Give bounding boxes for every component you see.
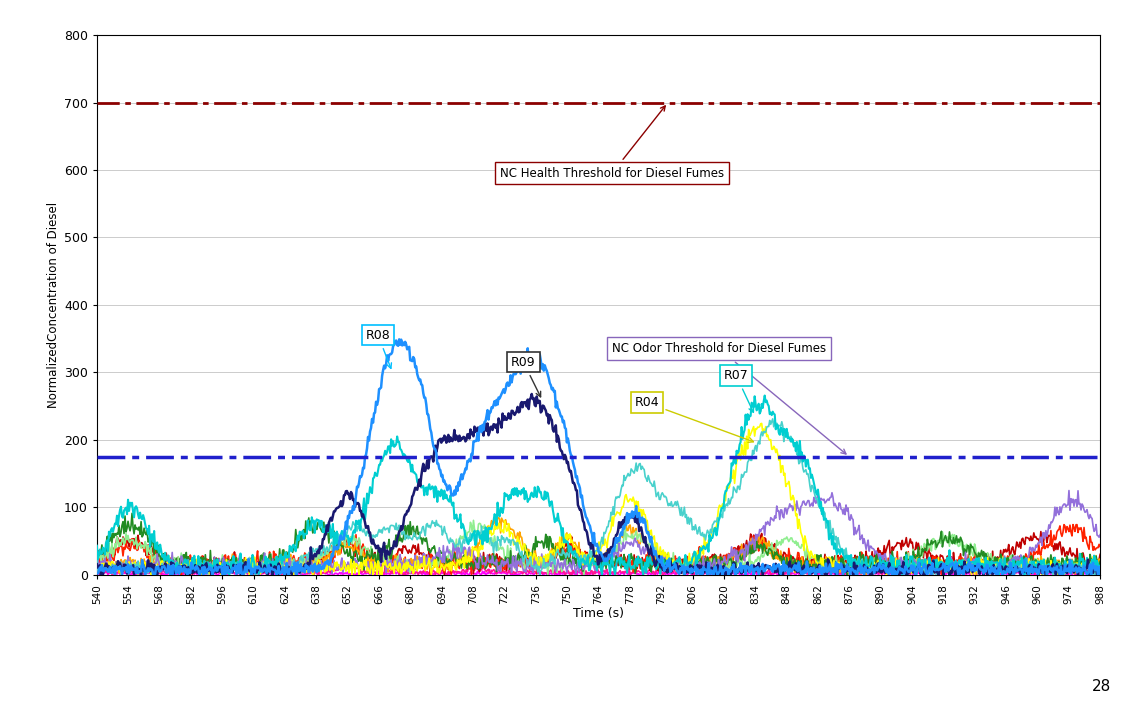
Text: R09: R09 [511, 355, 540, 397]
Y-axis label: NormalizedConcentration of Diesel: NormalizedConcentration of Diesel [47, 202, 59, 408]
Text: R04: R04 [634, 396, 754, 442]
Text: R08: R08 [366, 329, 391, 368]
Text: R07: R07 [724, 369, 754, 412]
Text: 28: 28 [1092, 679, 1112, 694]
X-axis label: Time (s): Time (s) [573, 606, 624, 620]
Legend: R01, R02, R03, R04, R05, R06, R07, R08, R09, R10, R11, R12, R13, Health, Odor: R01, R02, R03, R04, R05, R06, R07, R08, … [396, 700, 801, 701]
Text: NC Odor Threshold for Diesel Fumes: NC Odor Threshold for Diesel Fumes [612, 342, 846, 454]
Text: NC Health Threshold for Diesel Fumes: NC Health Threshold for Diesel Fumes [500, 106, 724, 179]
